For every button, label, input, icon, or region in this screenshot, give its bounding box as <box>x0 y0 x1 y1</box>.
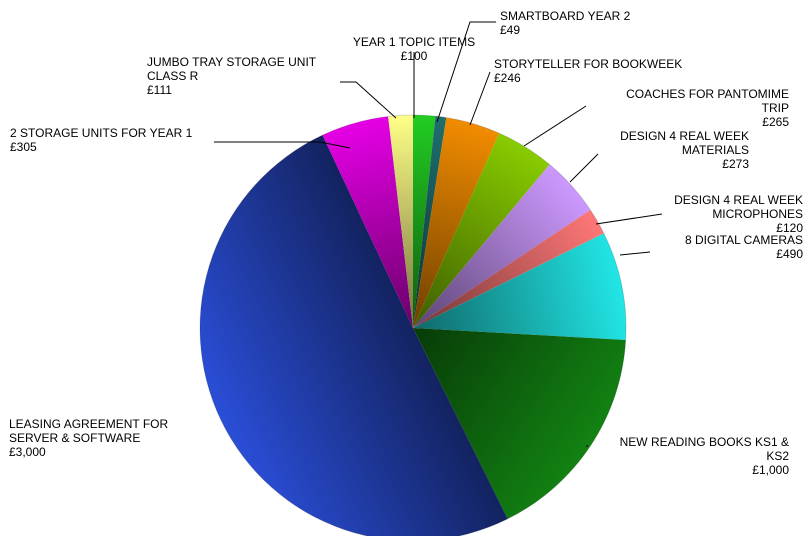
slice-label-line: £246 <box>494 71 521 85</box>
leader-line <box>340 81 397 119</box>
pie-slice <box>413 233 626 340</box>
slice-label: LEASING AGREEMENT FOR SERVER & SOFTWARE £3… <box>9 417 168 459</box>
slice-label-line: COACHES FOR PANTOMIME <box>626 87 789 101</box>
slice-label-line: £120 <box>776 221 803 235</box>
slice-label: SMARTBOARD YEAR 2 £49 <box>500 9 631 37</box>
slice-label-line: £111 <box>147 83 172 97</box>
slice-label-line: 8 DIGITAL CAMERAS <box>685 233 803 247</box>
slice-label: 2 STORAGE UNITS FOR YEAR 1 £305 <box>10 126 193 154</box>
slice-label-line: £273 <box>722 157 749 171</box>
pie-slice <box>413 164 591 328</box>
slice-label-line: £1,000 <box>752 463 789 477</box>
pie-slice <box>413 133 550 328</box>
slice-label: YEAR 1 TOPIC ITEMS £100 <box>353 35 475 63</box>
slice-label-line: £100 <box>401 49 428 63</box>
leader-line <box>436 21 496 123</box>
leader-lines <box>214 21 663 447</box>
leader-line <box>619 251 651 256</box>
slice-label-line: £490 <box>776 247 803 261</box>
pie-slice <box>413 116 447 329</box>
slice-label-line: NEW READING BOOKS KS1 & <box>620 435 789 449</box>
pie-outline <box>199 114 627 536</box>
pie-slice <box>413 210 604 328</box>
leader-line <box>595 213 663 225</box>
leader-line <box>523 105 587 147</box>
pie-slice <box>413 115 436 328</box>
slice-label-line: STORYTELLER FOR BOOKWEEK <box>494 57 682 71</box>
slice-label: STORYTELLER FOR BOOKWEEK £246 <box>494 57 682 85</box>
slice-label-line: MICROPHONES <box>712 207 803 221</box>
pie-slice <box>413 328 626 519</box>
slice-label-line: DESIGN 4 REAL WEEK <box>620 129 749 143</box>
leader-line <box>569 153 599 183</box>
slice-label: 8 DIGITAL CAMERAS £490 <box>685 233 803 261</box>
slice-label-line: SERVER & SOFTWARE <box>9 431 140 445</box>
slice-label: DESIGN 4 REAL WEEK MICROPHONES £120 <box>674 193 803 235</box>
slice-label-line: £49 <box>500 23 520 37</box>
leader-line <box>214 141 351 149</box>
slice-label-line: CLASS R <box>147 69 199 83</box>
slice-label-line: £3,000 <box>9 445 46 459</box>
slice-label: DESIGN 4 REAL WEEK MATERIALS £273 <box>620 129 749 171</box>
slice-label-line: JUMBO TRAY STORAGE UNIT <box>147 55 317 69</box>
leader-line <box>469 71 491 126</box>
slice-label: JUMBO TRAY STORAGE UNIT CLASS R £111 <box>147 55 317 97</box>
slice-label-line: SMARTBOARD YEAR 2 <box>500 9 631 23</box>
slice-label-line: MATERIALS <box>682 143 749 157</box>
pie-slices <box>199 114 627 536</box>
pie-slice <box>322 116 413 328</box>
slice-label-line: YEAR 1 TOPIC ITEMS <box>353 35 475 49</box>
slice-label-line: LEASING AGREEMENT FOR <box>9 417 168 431</box>
pie-slice <box>413 117 500 328</box>
pie-slice <box>388 115 413 328</box>
slice-label-line: TRIP <box>762 101 789 115</box>
slice-label: COACHES FOR PANTOMIME TRIP £265 <box>626 87 789 129</box>
slice-label-line: KS2 <box>766 449 789 463</box>
slice-label-line: £265 <box>762 115 789 129</box>
slice-label-line: DESIGN 4 REAL WEEK <box>674 193 803 207</box>
slice-label-line: 2 STORAGE UNITS FOR YEAR 1 <box>10 126 193 140</box>
slice-label-line: £305 <box>10 140 37 154</box>
pie-slice <box>199 135 508 536</box>
slice-label: NEW READING BOOKS KS1 & KS2 £1,000 <box>620 435 790 477</box>
